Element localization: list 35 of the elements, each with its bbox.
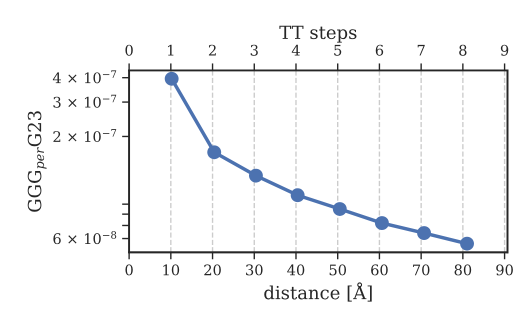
x-tick-label: 90 xyxy=(496,264,513,276)
y-tick-label: 6 × 10$^{−8}$ xyxy=(53,231,116,244)
point xyxy=(460,236,474,251)
y-axis-title: GGG$_{per}$G23 xyxy=(28,111,47,212)
x2-tick-label: 5 xyxy=(334,44,342,56)
point xyxy=(374,216,389,230)
x-tick-label: 10 xyxy=(163,264,180,276)
y-tick-label: 2 × 10$^{−7}$ xyxy=(53,129,116,142)
x-axis-title: distance [Å] xyxy=(264,282,372,302)
x2-tick-label: 3 xyxy=(250,44,258,56)
point xyxy=(290,188,305,202)
x2-tick-label: 4 xyxy=(292,44,300,56)
point xyxy=(248,168,263,183)
point xyxy=(207,145,222,160)
x-tick-label: 80 xyxy=(454,264,472,276)
x2-tick-label: 9 xyxy=(500,44,508,56)
point xyxy=(417,226,432,240)
x2-tick-label: 8 xyxy=(459,44,467,56)
x2-tick-label: 0 xyxy=(125,44,133,56)
point xyxy=(164,72,179,86)
y-tick-label: 3 × 10$^{−7}$ xyxy=(54,94,116,108)
x-tick-label: 50 xyxy=(330,264,346,276)
x-tick-label: 70 xyxy=(413,264,430,276)
y-tick-label: 4 × 10$^{−7}$ xyxy=(52,70,116,84)
x2-tick-label: 6 xyxy=(376,44,384,56)
x-tick-label: 40 xyxy=(287,264,304,276)
x-tick-label: 60 xyxy=(371,264,388,276)
x2-axis-title: TT steps xyxy=(279,26,356,43)
point xyxy=(332,202,347,216)
x-tick-label: 30 xyxy=(246,264,263,276)
x-tick-label: 20 xyxy=(204,264,221,276)
x2-tick-label: 7 xyxy=(418,44,425,56)
x2-tick-label: 1 xyxy=(168,44,174,56)
x-tick-label: 0 xyxy=(125,264,133,276)
x2-tick-label: 2 xyxy=(208,44,216,56)
